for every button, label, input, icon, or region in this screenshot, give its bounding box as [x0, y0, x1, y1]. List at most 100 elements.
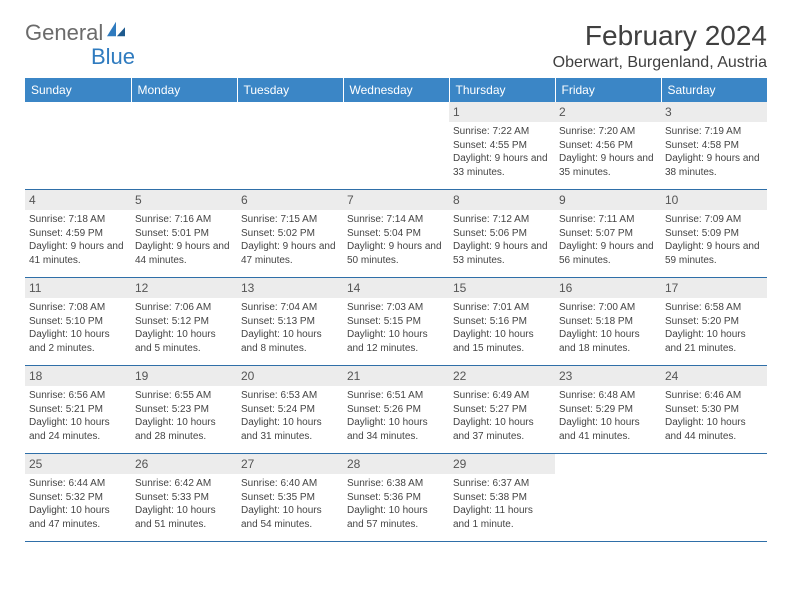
sunrise: Sunrise: 7:03 AM: [347, 301, 445, 315]
day-number: 9: [555, 190, 661, 210]
day-cell: 25Sunrise: 6:44 AMSunset: 5:32 PMDayligh…: [25, 454, 131, 542]
day-cell: 5Sunrise: 7:16 AMSunset: 5:01 PMDaylight…: [131, 190, 237, 278]
day-number: 14: [343, 278, 449, 298]
day-cell: [661, 454, 767, 542]
day-cell: [237, 102, 343, 190]
day-cell: 10 Sunrise: 7:09 AMSunset: 5:09 PMDayligh…: [661, 190, 767, 278]
day-number: 26: [131, 454, 237, 474]
day-number: 4: [25, 190, 131, 210]
day-number: 12: [131, 278, 237, 298]
sunset: Sunset: 5:16 PM: [453, 315, 551, 329]
day-header: Monday: [131, 78, 237, 102]
day-details: Sunrise: 7:14 AMSunset: 5:04 PMDaylight:…: [347, 213, 445, 267]
day-cell: 3Sunrise: 7:19 AMSunset: 4:58 PMDaylight…: [661, 102, 767, 190]
sunrise: Sunrise: 7:14 AM: [347, 213, 445, 227]
day-number: 8: [449, 190, 555, 210]
sunset: Sunset: 5:02 PM: [241, 227, 339, 241]
sunrise: Sunrise: 7:16 AM: [135, 213, 233, 227]
day-details: Sunrise: 7:03 AMSunset: 5:15 PMDaylight:…: [347, 301, 445, 355]
week-row: 4 Sunrise: 7:18 AMSunset: 4:59 PMDaylight…: [25, 190, 767, 278]
sunset: Sunset: 5:26 PM: [347, 403, 445, 417]
day-header: Thursday: [449, 78, 555, 102]
sunrise: Sunrise: 6:46 AM: [665, 389, 763, 403]
day-details: Sunrise: 7:04 AMSunset: 5:13 PMDaylight:…: [241, 301, 339, 355]
day-cell: 11Sunrise: 7:08 AMSunset: 5:10 PMDayligh…: [25, 278, 131, 366]
sunrise: Sunrise: 6:53 AM: [241, 389, 339, 403]
day-cell: 4 Sunrise: 7:18 AMSunset: 4:59 PMDaylight…: [25, 190, 131, 278]
sunset: Sunset: 5:18 PM: [559, 315, 657, 329]
day-details: Sunrise: 6:40 AMSunset: 5:35 PMDaylight:…: [241, 477, 339, 531]
day-number: 21: [343, 366, 449, 386]
day-header-row: Sunday Monday Tuesday Wednesday Thursday…: [25, 78, 767, 102]
day-number: 18: [25, 366, 131, 386]
daylight: Daylight: 10 hours and 47 minutes.: [29, 504, 127, 531]
daylight: Daylight: 9 hours and 33 minutes.: [453, 152, 551, 179]
sunrise: Sunrise: 6:56 AM: [29, 389, 127, 403]
sunrise: Sunrise: 6:37 AM: [453, 477, 551, 491]
day-header: Tuesday: [237, 78, 343, 102]
day-cell: 21 Sunrise: 6:51 AMSunset: 5:26 PMDayligh…: [343, 366, 449, 454]
sunset: Sunset: 5:09 PM: [665, 227, 763, 241]
day-cell: 14 Sunrise: 7:03 AMSunset: 5:15 PMDayligh…: [343, 278, 449, 366]
sunset: Sunset: 5:30 PM: [665, 403, 763, 417]
sunset: Sunset: 5:06 PM: [453, 227, 551, 241]
daylight: Daylight: 9 hours and 41 minutes.: [29, 240, 127, 267]
day-header: Saturday: [661, 78, 767, 102]
day-details: Sunrise: 6:58 AMSunset: 5:20 PMDaylight:…: [665, 301, 763, 355]
week-row: 1Sunrise: 7:22 AMSunset: 4:55 PMDaylight…: [25, 102, 767, 190]
sunset: Sunset: 5:20 PM: [665, 315, 763, 329]
daylight: Daylight: 10 hours and 18 minutes.: [559, 328, 657, 355]
day-cell: 23Sunrise: 6:48 AMSunset: 5:29 PMDayligh…: [555, 366, 661, 454]
day-details: Sunrise: 6:49 AMSunset: 5:27 PMDaylight:…: [453, 389, 551, 443]
daylight: Daylight: 10 hours and 57 minutes.: [347, 504, 445, 531]
sunset: Sunset: 5:38 PM: [453, 491, 551, 505]
day-details: Sunrise: 6:53 AMSunset: 5:24 PMDaylight:…: [241, 389, 339, 443]
daylight: Daylight: 10 hours and 34 minutes.: [347, 416, 445, 443]
day-details: Sunrise: 7:20 AMSunset: 4:56 PMDaylight:…: [559, 125, 657, 179]
logo-text-blue: Blue: [25, 44, 135, 70]
sunrise: Sunrise: 7:22 AM: [453, 125, 551, 139]
day-cell: 28Sunrise: 6:38 AMSunset: 5:36 PMDayligh…: [343, 454, 449, 542]
day-details: Sunrise: 6:56 AMSunset: 5:21 PMDaylight:…: [29, 389, 127, 443]
week-row: 18 Sunrise: 6:56 AMSunset: 5:21 PMDayligh…: [25, 366, 767, 454]
day-number: 16: [555, 278, 661, 298]
day-details: Sunrise: 7:12 AMSunset: 5:06 PMDaylight:…: [453, 213, 551, 267]
day-details: Sunrise: 7:19 AMSunset: 4:58 PMDaylight:…: [665, 125, 763, 179]
day-details: Sunrise: 7:00 AMSunset: 5:18 PMDaylight:…: [559, 301, 657, 355]
day-cell: 15Sunrise: 7:01 AMSunset: 5:16 PMDayligh…: [449, 278, 555, 366]
week-row: 25Sunrise: 6:44 AMSunset: 5:32 PMDayligh…: [25, 454, 767, 542]
day-number: 29: [449, 454, 555, 474]
sunrise: Sunrise: 7:15 AM: [241, 213, 339, 227]
sunrise: Sunrise: 7:18 AM: [29, 213, 127, 227]
sunset: Sunset: 5:10 PM: [29, 315, 127, 329]
daylight: Daylight: 9 hours and 56 minutes.: [559, 240, 657, 267]
daylight: Daylight: 10 hours and 8 minutes.: [241, 328, 339, 355]
day-details: Sunrise: 7:09 AMSunset: 5:09 PMDaylight:…: [665, 213, 763, 267]
sunrise: Sunrise: 7:00 AM: [559, 301, 657, 315]
day-cell: 1Sunrise: 7:22 AMSunset: 4:55 PMDaylight…: [449, 102, 555, 190]
day-cell: 6Sunrise: 7:15 AMSunset: 5:02 PMDaylight…: [237, 190, 343, 278]
sunset: Sunset: 5:01 PM: [135, 227, 233, 241]
day-details: Sunrise: 6:51 AMSunset: 5:26 PMDaylight:…: [347, 389, 445, 443]
day-details: Sunrise: 6:42 AMSunset: 5:33 PMDaylight:…: [135, 477, 233, 531]
day-header: Sunday: [25, 78, 131, 102]
day-cell: 2 Sunrise: 7:20 AMSunset: 4:56 PMDaylight…: [555, 102, 661, 190]
day-number: 15: [449, 278, 555, 298]
month-title: February 2024: [553, 20, 767, 52]
sunrise: Sunrise: 7:08 AM: [29, 301, 127, 315]
day-number: 10: [661, 190, 767, 210]
sunrise: Sunrise: 7:12 AM: [453, 213, 551, 227]
sunrise: Sunrise: 6:44 AM: [29, 477, 127, 491]
day-number: 17: [661, 278, 767, 298]
day-number: 22: [449, 366, 555, 386]
daylight: Daylight: 10 hours and 2 minutes.: [29, 328, 127, 355]
day-details: Sunrise: 7:15 AMSunset: 5:02 PMDaylight:…: [241, 213, 339, 267]
day-details: Sunrise: 7:06 AMSunset: 5:12 PMDaylight:…: [135, 301, 233, 355]
daylight: Daylight: 10 hours and 24 minutes.: [29, 416, 127, 443]
day-details: Sunrise: 7:18 AMSunset: 4:59 PMDaylight:…: [29, 213, 127, 267]
day-cell: 19Sunrise: 6:55 AMSunset: 5:23 PMDayligh…: [131, 366, 237, 454]
sunset: Sunset: 5:07 PM: [559, 227, 657, 241]
daylight: Daylight: 10 hours and 15 minutes.: [453, 328, 551, 355]
day-number: 2: [555, 102, 661, 122]
sunset: Sunset: 4:55 PM: [453, 139, 551, 153]
